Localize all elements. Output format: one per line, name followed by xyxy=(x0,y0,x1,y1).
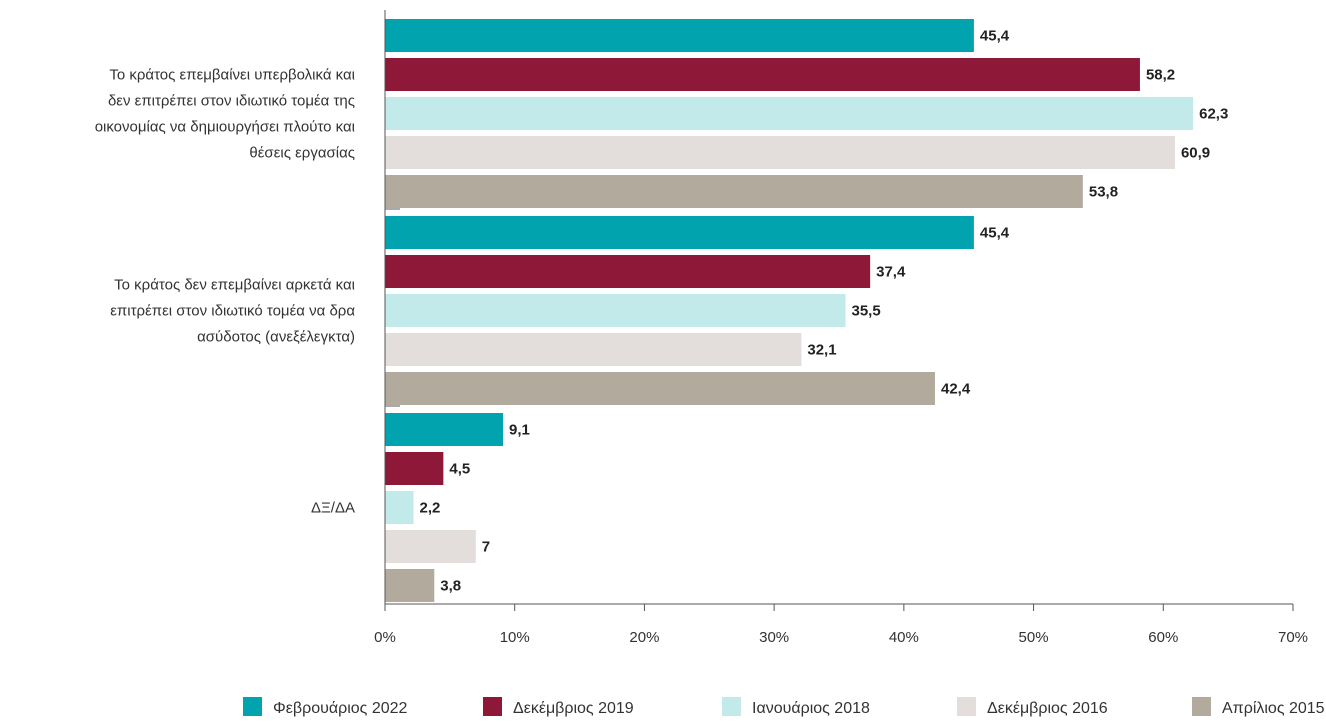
axes: 0% 10% 20% 30% 40% 50% 60% 70% xyxy=(374,10,1308,646)
bar-cat2-series3 xyxy=(385,294,846,327)
value-label-cat3-series4: 7 xyxy=(482,539,490,556)
legend-label-4: Δεκέμβριος 2016 xyxy=(987,700,1108,717)
value-label-cat1-series1: 45,4 xyxy=(980,28,1010,45)
value-label-cat3-series2: 4,5 xyxy=(449,461,470,478)
legend-swatch-5 xyxy=(1192,697,1211,716)
legend-label-5: Απρίλιος 2015 xyxy=(1222,700,1325,717)
bar-cat1-series4 xyxy=(385,136,1175,169)
legend-label-1: Φεβρουάριος 2022 xyxy=(273,700,408,717)
legend-label-2: Δεκέμβριος 2019 xyxy=(513,700,634,717)
legend: Φεβρουάριος 2022 Δεκέμβριος 2019 Ιανουάριο… xyxy=(243,697,1325,717)
bar-cat3-series4 xyxy=(385,530,476,563)
category-labels: Το κράτος επεμβαίνει υπερβολικά και δεν ε… xyxy=(95,67,356,517)
category-label-1: Το κράτος επεμβαίνει υπερβολικά και δεν ε… xyxy=(95,67,355,162)
x-tick-label-70: 70% xyxy=(1278,629,1308,646)
value-label-cat2-series4: 32,1 xyxy=(807,342,836,359)
value-label-cat2-series3: 35,5 xyxy=(851,303,880,320)
bar-cat1-series3 xyxy=(385,97,1194,130)
x-tick-label-60: 60% xyxy=(1148,629,1178,646)
bar-cat2-series1 xyxy=(385,216,974,249)
value-label-cat1-series2: 58,2 xyxy=(1146,67,1175,84)
x-tick-label-20: 20% xyxy=(629,629,659,646)
legend-swatch-1 xyxy=(243,697,262,716)
legend-label-3: Ιανουάριος 2018 xyxy=(752,700,870,717)
x-tick-label-40: 40% xyxy=(889,629,919,646)
bar-cat2-series2 xyxy=(385,255,871,288)
value-label-cat1-series3: 62,3 xyxy=(1199,106,1228,123)
value-label-cat1-series5: 53,8 xyxy=(1089,184,1118,201)
bar-cat2-series4 xyxy=(385,333,802,366)
category-label-2: Το κράτος δεν επεμβαίνει αρκετά και επιτρ… xyxy=(110,277,355,346)
value-label-cat3-series5: 3,8 xyxy=(440,578,461,595)
x-tick-label-0: 0% xyxy=(374,629,396,646)
value-label-cat2-series5: 42,4 xyxy=(941,381,971,398)
bar-cat3-series5 xyxy=(385,569,435,602)
bar-cat3-series2 xyxy=(385,452,444,485)
x-tick-label-30: 30% xyxy=(759,629,789,646)
x-tick-label-10: 10% xyxy=(500,629,530,646)
category-label-3: ΔΞ/ΔΑ xyxy=(311,500,355,517)
bar-cat1-series1 xyxy=(385,19,974,52)
legend-swatch-4 xyxy=(957,697,976,716)
bar-cat2-series5 xyxy=(385,372,935,405)
bar-cat1-series2 xyxy=(385,58,1140,91)
value-label-cat2-series1: 45,4 xyxy=(980,225,1010,242)
x-tick-label-50: 50% xyxy=(1019,629,1049,646)
value-label-cat2-series2: 37,4 xyxy=(876,264,906,281)
bar-cat3-series1 xyxy=(385,413,504,446)
value-label-cat3-series1: 9,1 xyxy=(509,422,530,439)
legend-swatch-3 xyxy=(722,697,741,716)
bars-layer: 45,4 58,2 62,3 60,9 53,8 45,4 37,4 35,5 32,1 42,4… xyxy=(385,19,1228,602)
legend-swatch-2 xyxy=(483,697,502,716)
bar-cat1-series5 xyxy=(385,175,1083,208)
value-label-cat3-series3: 2,2 xyxy=(420,500,441,517)
value-label-cat1-series4: 60,9 xyxy=(1181,145,1210,162)
bar-cat3-series3 xyxy=(385,491,414,524)
